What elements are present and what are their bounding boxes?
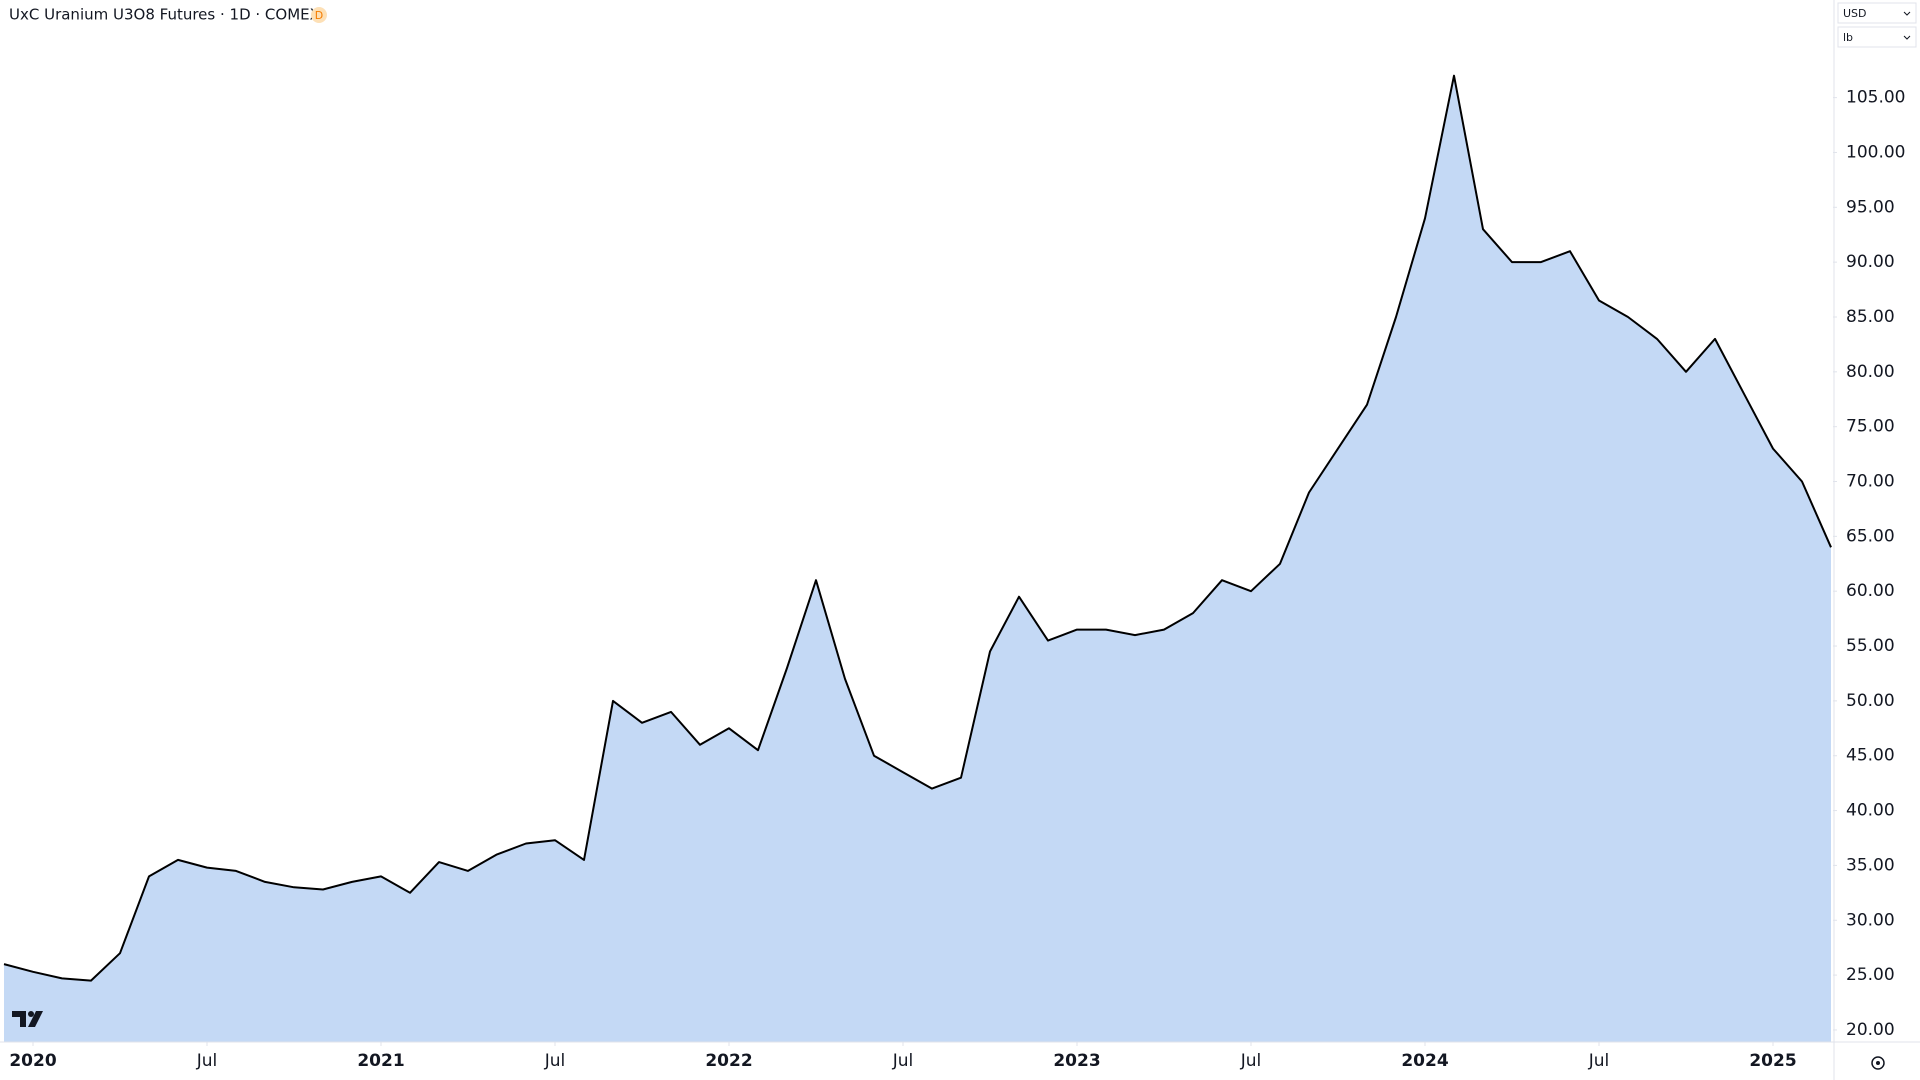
x-tick-label: Jul [544, 1051, 566, 1071]
x-tick-label: 2020 [9, 1051, 56, 1071]
badge: D [315, 9, 323, 22]
unit-select[interactable] [1837, 26, 1917, 48]
chart-title: UxC Uranium U3O8 Futures · 1D · COMEX [9, 6, 320, 24]
y-tick-label: 60.00 [1846, 581, 1895, 601]
logo-mark [12, 1011, 43, 1027]
y-tick-label: 85.00 [1846, 307, 1895, 327]
y-tick-label: 70.00 [1846, 472, 1895, 492]
x-tick-label: 2022 [705, 1051, 752, 1071]
price-line [3, 74, 1832, 982]
x-tick-label: Jul [1588, 1051, 1610, 1071]
y-tick-label: 90.00 [1846, 252, 1895, 272]
y-tick-label: 95.00 [1846, 197, 1895, 217]
logo [12, 1011, 43, 1027]
currency[interactable]: USD [1843, 7, 1867, 20]
x-tick-label: 2025 [1749, 1051, 1796, 1071]
y-tick-label: 75.00 [1846, 417, 1895, 437]
x-tick-label: Jul [196, 1051, 218, 1071]
y-tick-label: 45.00 [1846, 746, 1895, 766]
y-tick-label: 40.00 [1846, 801, 1895, 821]
y-tick-label: 25.00 [1846, 965, 1895, 985]
x-tick-label: Jul [892, 1051, 914, 1071]
x-tick-label: 2021 [357, 1051, 404, 1071]
y-tick-label: 20.00 [1846, 1020, 1895, 1040]
currency-select[interactable] [1837, 2, 1917, 24]
y-tick-label: 35.00 [1846, 855, 1895, 875]
x-tick-label: 2023 [1053, 1051, 1100, 1071]
area-fill [4, 75, 1831, 1042]
plot-area [3, 74, 1832, 1042]
y-tick-label: 50.00 [1846, 691, 1895, 711]
dropdown-arrow [1903, 35, 1911, 40]
logo-dot [28, 1011, 34, 1017]
badge-bg [311, 7, 327, 23]
y-tick-label: 80.00 [1846, 362, 1895, 382]
y-tick-label: 30.00 [1846, 910, 1895, 930]
unit[interactable]: lb [1843, 31, 1853, 44]
y-tick-label: 55.00 [1846, 636, 1895, 656]
settings-icon[interactable] [1871, 1056, 1885, 1070]
y-tick-label: 100.00 [1846, 142, 1905, 162]
x-tick-label: 2024 [1401, 1051, 1448, 1071]
y-tick-label: 65.00 [1846, 526, 1895, 546]
dropdown-arrow [1903, 11, 1911, 16]
y-tick-label: 105.00 [1846, 88, 1905, 108]
settings-dot [1876, 1061, 1880, 1065]
settings[interactable] [1871, 1056, 1885, 1070]
x-tick-label: Jul [1240, 1051, 1262, 1071]
